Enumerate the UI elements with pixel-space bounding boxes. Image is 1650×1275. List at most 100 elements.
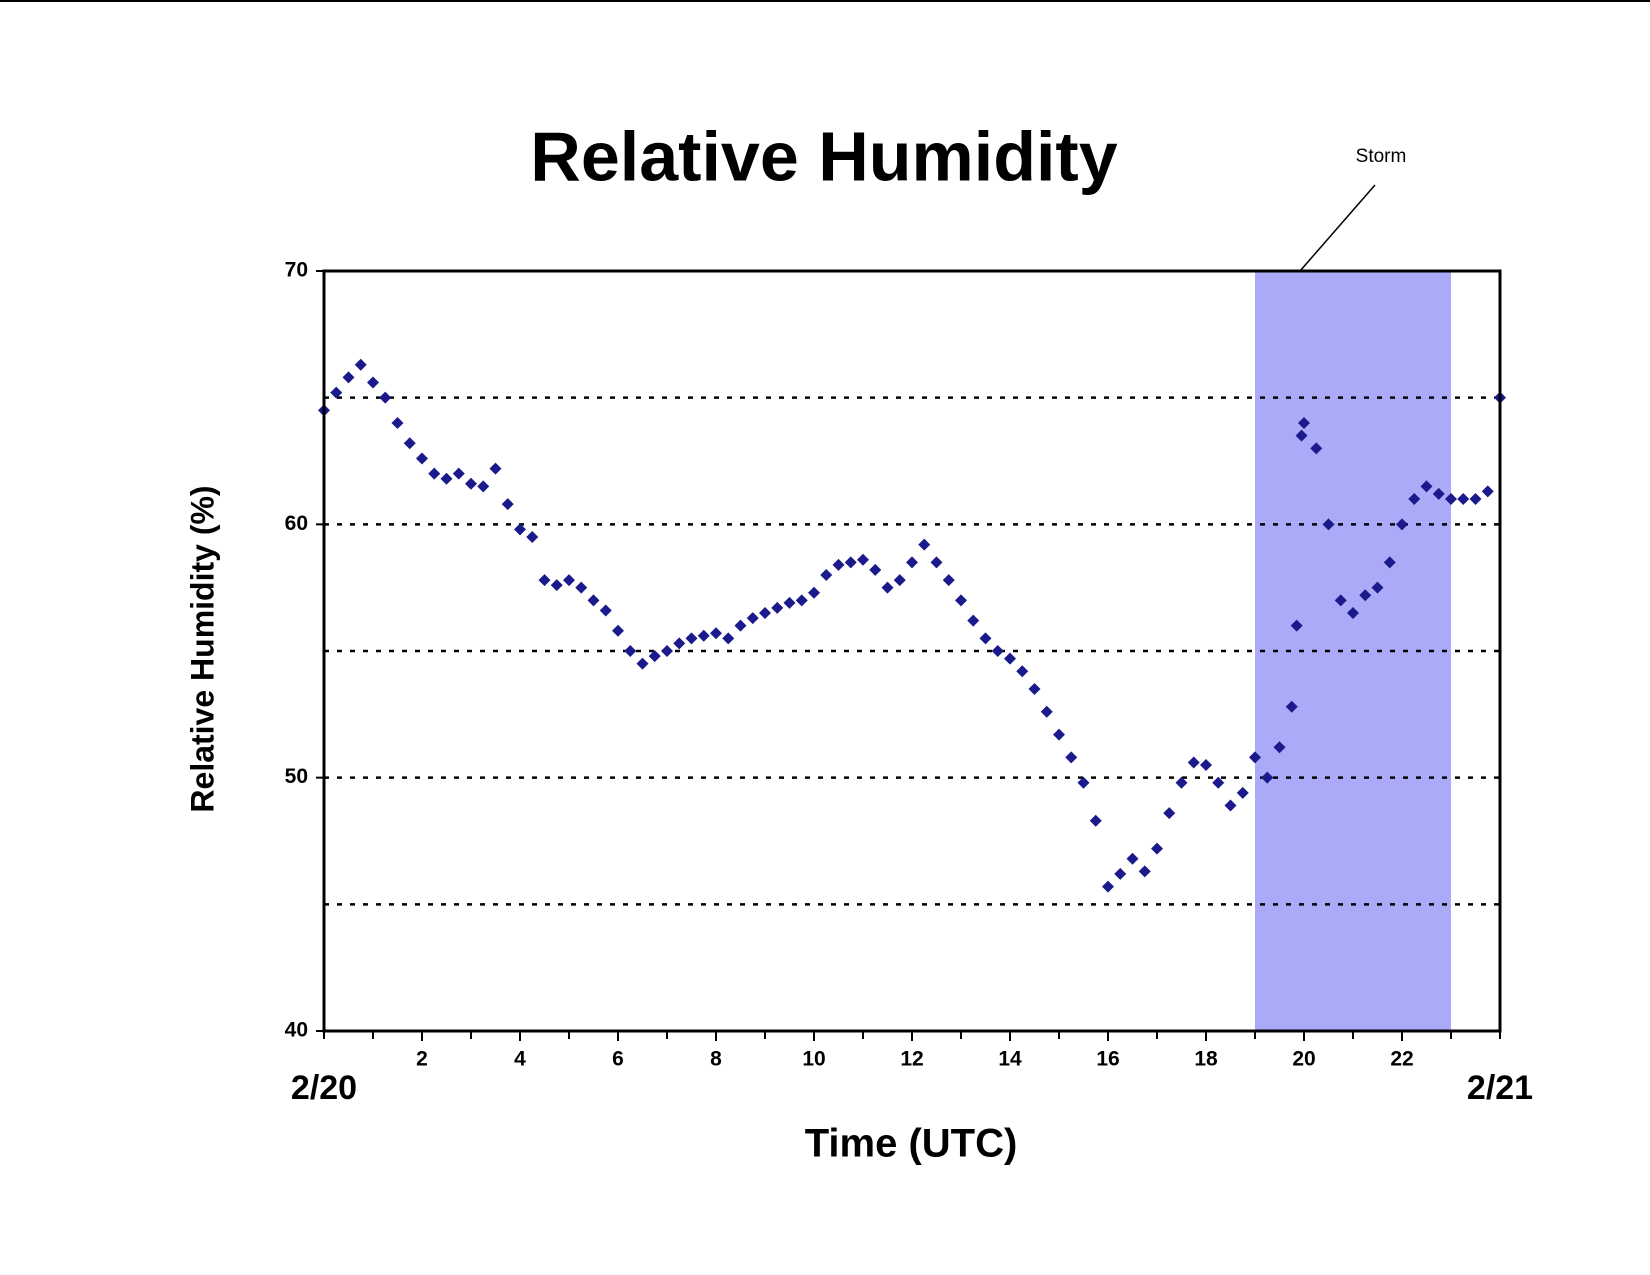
date-label: 2/20 <box>291 1069 357 1107</box>
data-point <box>587 594 600 607</box>
data-point <box>465 477 477 490</box>
data-point <box>820 569 833 581</box>
data-point <box>893 574 906 587</box>
y-tick-label: 70 <box>285 259 308 282</box>
data-point <box>403 437 416 450</box>
data-point <box>1249 751 1261 764</box>
data-point <box>575 581 588 594</box>
data-point <box>795 594 808 607</box>
y-axis-label: Relative Humidity (%) <box>184 485 220 812</box>
data-point <box>1347 607 1359 619</box>
data-point <box>452 467 465 480</box>
x-tick-label: 2 <box>416 1048 428 1071</box>
data-point <box>416 452 428 465</box>
data-point <box>648 650 661 663</box>
data-point <box>612 624 624 637</box>
data-point <box>550 579 563 592</box>
data-point <box>354 358 367 371</box>
y-tick-label: 60 <box>285 512 308 535</box>
data-point <box>746 612 759 625</box>
data-point <box>1481 485 1494 498</box>
data-point <box>563 574 575 587</box>
data-point <box>955 594 967 607</box>
data-point <box>906 556 918 569</box>
data-point <box>771 601 784 614</box>
data-point <box>1322 518 1335 531</box>
data-point <box>477 480 490 493</box>
data-point <box>1298 417 1310 429</box>
data-point <box>330 386 343 399</box>
x-axis-label: Time (UTC) <box>805 1122 1018 1166</box>
data-point <box>967 614 980 627</box>
data-point <box>1065 751 1078 764</box>
data-point <box>685 632 698 645</box>
data-point <box>661 645 673 657</box>
storm-leader <box>1299 184 1376 272</box>
data-point <box>918 538 931 551</box>
x-tick-label: 6 <box>612 1048 624 1071</box>
data-point <box>930 556 943 569</box>
data-point <box>1236 786 1249 799</box>
data-point <box>1126 852 1139 865</box>
data-point <box>759 607 771 619</box>
data-point <box>1200 759 1212 771</box>
data-point <box>1053 728 1065 741</box>
data-point <box>1285 700 1298 713</box>
data-point <box>379 391 392 404</box>
data-point <box>697 629 710 642</box>
data-point <box>942 574 955 587</box>
data-point <box>734 619 747 632</box>
x-tick-label: 22 <box>1390 1048 1413 1071</box>
data-point <box>1163 807 1176 820</box>
x-tick-label: 20 <box>1292 1048 1315 1071</box>
data-point <box>1383 556 1396 569</box>
data-point <box>1114 867 1127 880</box>
data-point <box>1016 665 1029 678</box>
x-tick-label: 14 <box>998 1048 1022 1071</box>
data-point <box>1261 771 1274 784</box>
data-point <box>1273 741 1286 754</box>
data-point <box>636 657 649 670</box>
y-tick-label: 40 <box>285 1019 308 1042</box>
data-point <box>1089 814 1102 827</box>
storm-label: Storm <box>1356 146 1407 167</box>
chart-title: Relative Humidity <box>530 117 1117 195</box>
data-point <box>1004 652 1016 665</box>
data-point <box>514 523 526 536</box>
y-tick-label: 50 <box>285 765 308 788</box>
data-point <box>1290 619 1303 632</box>
data-point <box>722 632 735 645</box>
plot-frame <box>322 269 1502 1033</box>
data-point <box>1187 756 1200 769</box>
data-point <box>1151 842 1163 855</box>
data-point <box>391 417 404 429</box>
data-point <box>1469 493 1482 505</box>
data-point <box>710 627 722 640</box>
x-tick-label: 8 <box>710 1048 722 1071</box>
data-point <box>428 467 441 480</box>
data-point <box>599 604 612 617</box>
data-point <box>1408 493 1421 505</box>
data-point <box>991 645 1004 657</box>
x-tick-label: 4 <box>514 1048 526 1071</box>
data-point <box>808 586 820 599</box>
data-point <box>979 632 992 645</box>
data-point <box>440 472 453 485</box>
data-point <box>1040 705 1053 718</box>
x-tick-label: 16 <box>1096 1048 1119 1071</box>
data-point <box>1077 776 1090 789</box>
data-point <box>1295 429 1308 442</box>
data-point <box>1334 594 1347 607</box>
data-point <box>342 371 355 384</box>
data-point <box>881 581 894 594</box>
data-point <box>832 558 845 571</box>
data-point <box>1420 480 1433 493</box>
x-tick-label: 12 <box>900 1048 923 1071</box>
x-tick-label: 18 <box>1194 1048 1218 1071</box>
data-point <box>489 462 502 475</box>
data-point <box>624 645 637 657</box>
data-point <box>1457 493 1470 505</box>
date-label: 2/21 <box>1467 1069 1533 1107</box>
data-point <box>1102 880 1114 893</box>
